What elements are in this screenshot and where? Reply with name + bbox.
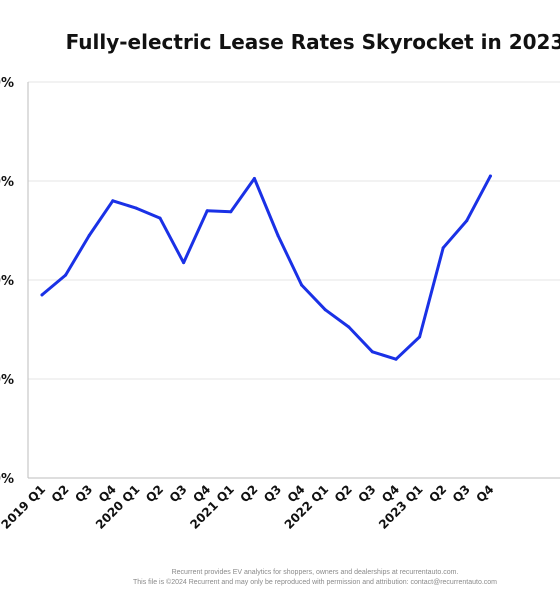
x-tick-label: Q3 <box>355 482 378 505</box>
y-tick-label: 60% <box>0 175 14 190</box>
x-tick-label: Q3 <box>450 482 473 505</box>
x-tick-label: Q2 <box>332 482 355 505</box>
chart-title: Fully-electric Lease Rates Skyrocket in … <box>65 30 560 54</box>
x-tick-label: Q2 <box>49 482 72 505</box>
data-point <box>111 199 115 203</box>
data-point <box>158 216 162 220</box>
x-tick-label: Q2 <box>143 482 166 505</box>
data-point <box>394 357 398 361</box>
data-point <box>300 283 304 287</box>
x-tick-label: Q4 <box>473 482 496 505</box>
footer-line-2: This file is ©2024 Recurrent and may onl… <box>133 579 497 586</box>
data-point <box>64 273 68 277</box>
x-tick-label: Q2 <box>237 482 260 505</box>
data-point <box>276 233 280 237</box>
chart-footer: Recurrent provides EV analytics for shop… <box>0 568 560 588</box>
y-tick-label: 80% <box>0 76 14 91</box>
grid-lines <box>27 81 560 479</box>
x-tick-label: Q2 <box>426 482 449 505</box>
series-lines <box>40 174 492 361</box>
data-point <box>229 210 233 214</box>
data-point <box>418 335 422 339</box>
x-tick-label: 2019 Q1 <box>0 482 48 532</box>
x-tick-label: Q3 <box>167 482 190 505</box>
data-point <box>370 350 374 354</box>
data-point <box>87 233 91 237</box>
series-line <box>40 174 492 361</box>
data-point <box>40 293 44 297</box>
data-point <box>441 246 445 250</box>
y-tick-label: 0% <box>0 472 14 487</box>
data-point <box>205 209 209 213</box>
x-tick-label: Q3 <box>261 482 284 505</box>
y-tick-label: 40% <box>0 274 14 289</box>
data-point <box>465 219 469 223</box>
y-tick-label: 20% <box>0 373 14 388</box>
data-point <box>323 308 327 312</box>
data-point <box>134 206 138 210</box>
x-tick-label: Q3 <box>72 482 95 505</box>
data-point <box>488 174 492 178</box>
data-point <box>347 325 351 329</box>
data-point <box>252 177 256 181</box>
y-tick-labels: 0% 20% 40% 60% 80% <box>0 76 14 487</box>
data-point <box>182 261 186 265</box>
footer-line-1: Recurrent provides EV analytics for shop… <box>171 569 459 576</box>
